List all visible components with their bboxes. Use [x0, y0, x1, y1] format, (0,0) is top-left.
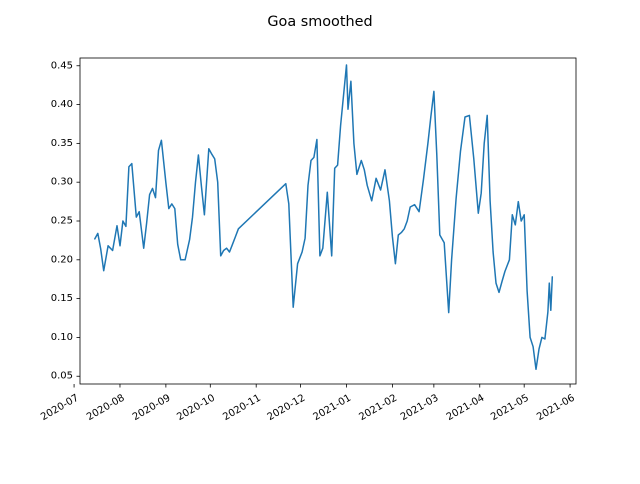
x-tick-label: 2020-12 — [266, 393, 308, 423]
x-tick-label: 2020-07 — [39, 393, 81, 423]
x-tick-label: 2020-08 — [85, 393, 127, 423]
plot-frame — [79, 57, 577, 385]
y-tick-label: 0.05 — [51, 371, 73, 382]
x-axis: 2020-07 2020-08 2020-09 2020-10 2020-11 2020-… — [39, 384, 577, 423]
y-tick-label: 0.45 — [51, 60, 73, 71]
x-tick-label: 2021-03 — [399, 393, 441, 423]
y-axis: 0.05 0.10 0.15 0.20 0.25 0.30 0.35 0.40 0.45 — [51, 60, 80, 382]
x-tick-label: 2020-11 — [221, 393, 263, 423]
y-tick-label: 0.25 — [51, 216, 73, 227]
plot-area — [80, 58, 576, 384]
series-line — [94, 64, 554, 371]
chart-title: Goa smoothed — [267, 14, 372, 30]
x-tick-label: 2021-06 — [535, 393, 577, 423]
x-tick-label: 2021-01 — [312, 393, 354, 423]
y-tick-label: 0.35 — [51, 138, 73, 149]
x-tick-label: 2020-09 — [131, 393, 173, 423]
y-tick-label: 0.40 — [51, 99, 73, 110]
x-tick-label: 2021-05 — [489, 393, 531, 423]
y-tick-label: 0.20 — [51, 254, 73, 265]
x-tick-label: 2021-04 — [445, 393, 487, 423]
y-tick-label: 0.10 — [51, 332, 73, 343]
y-tick-label: 0.30 — [51, 177, 73, 188]
x-tick-label: 2021-02 — [357, 393, 399, 423]
y-tick-label: 0.15 — [51, 293, 73, 304]
series-layer — [94, 64, 554, 371]
x-tick-label: 2020-10 — [175, 393, 217, 423]
